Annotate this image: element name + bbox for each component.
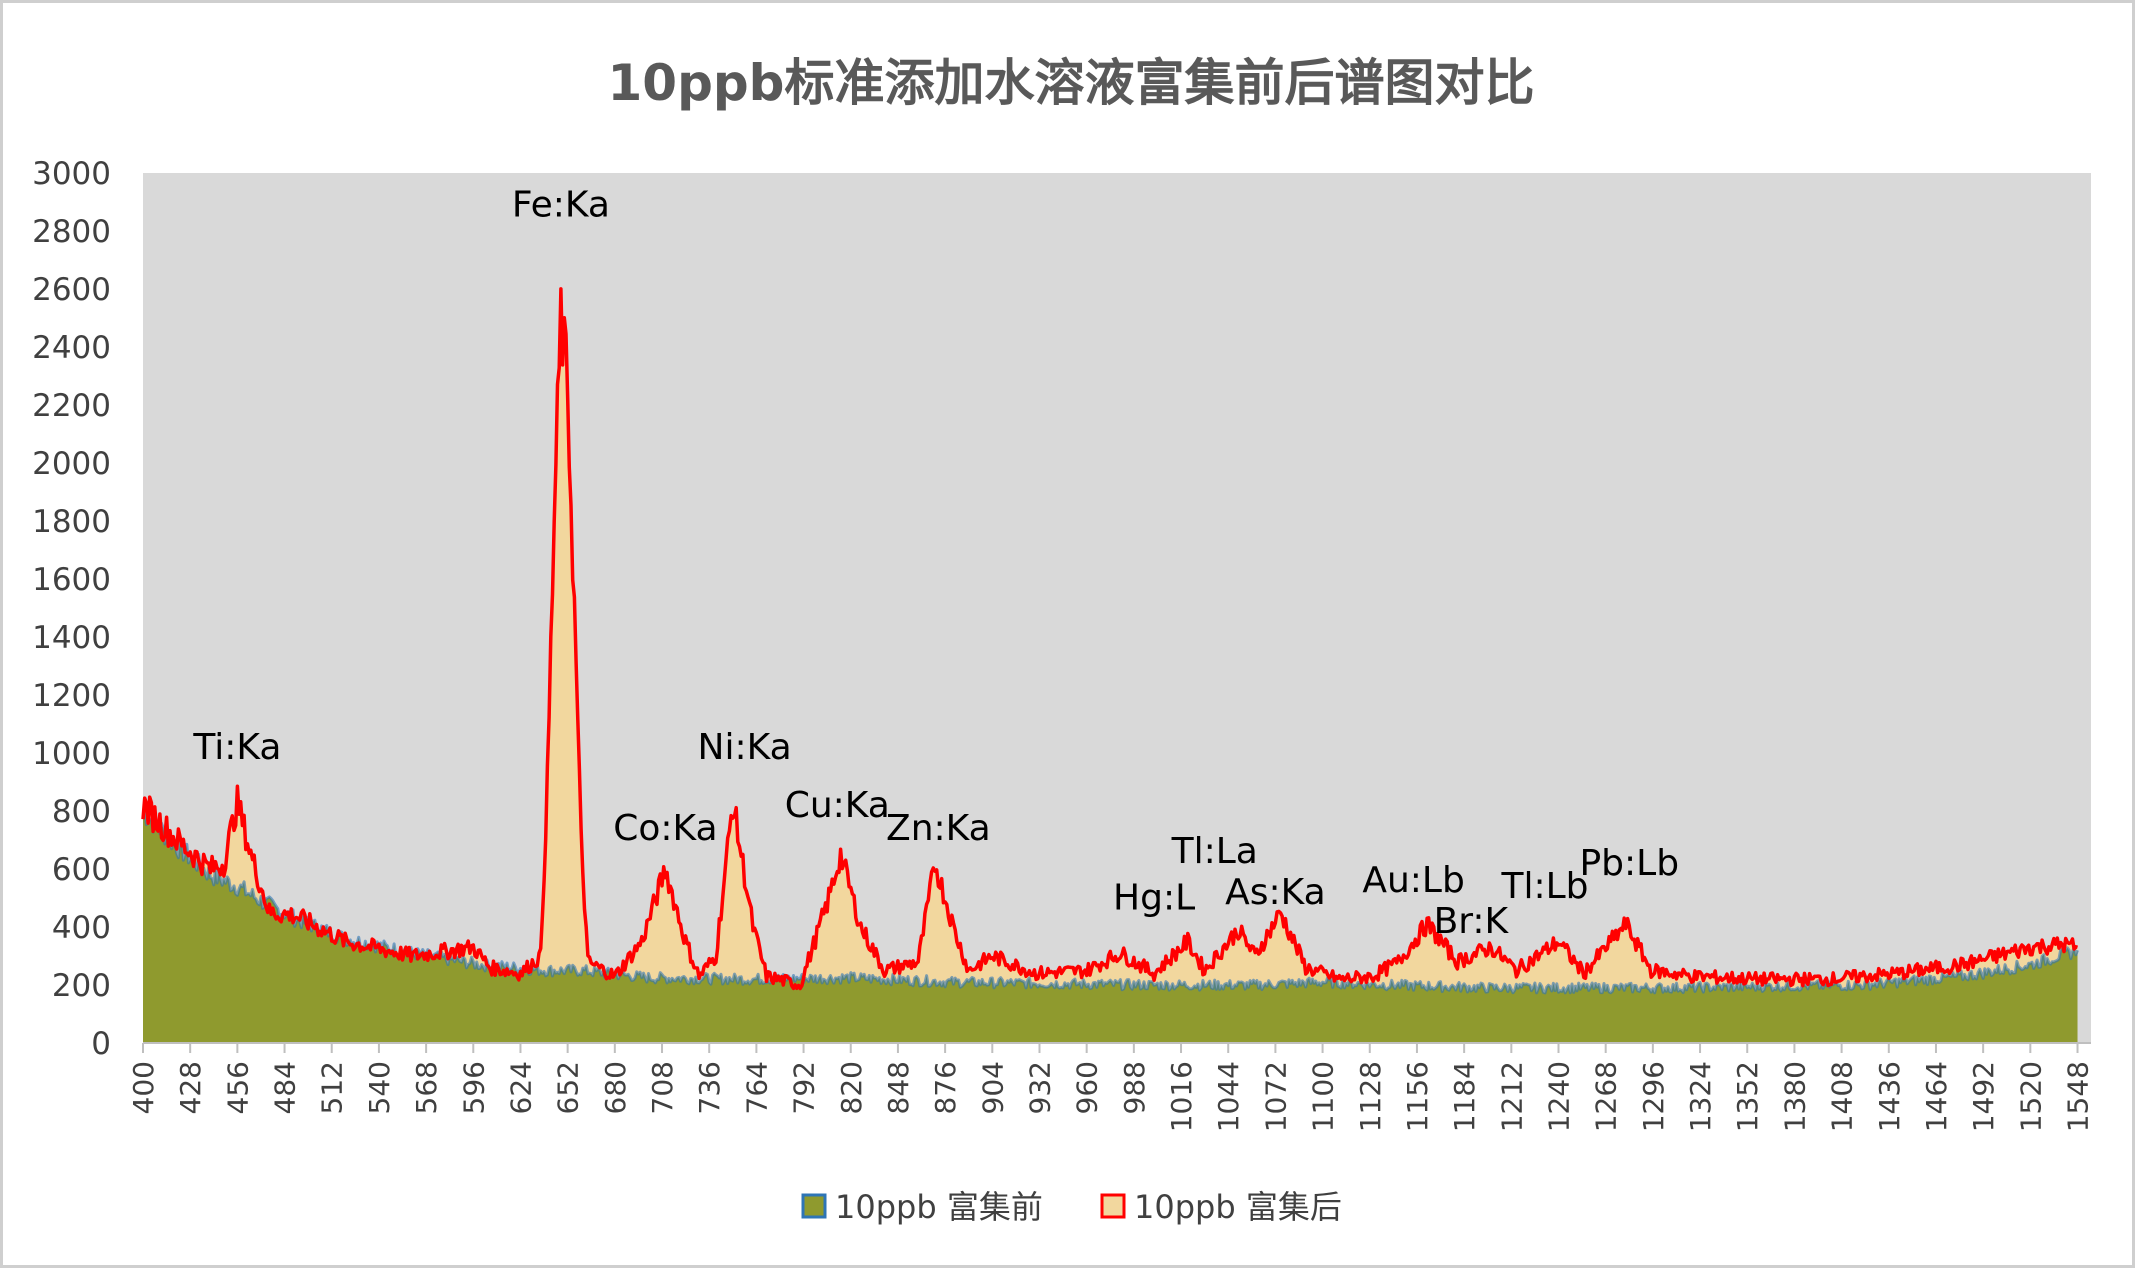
x-tick-label: 1212 [1495, 1061, 1528, 1132]
x-tick-label: 764 [740, 1061, 773, 1114]
peak-label: Cu:Ka [785, 785, 890, 826]
peak-label: Zn:Ka [886, 808, 991, 849]
series-line-1 [141, 287, 2078, 991]
x-tick-label: 1548 [2062, 1061, 2095, 1132]
peak-label: Ni:Ka [698, 727, 792, 768]
x-tick-label: 1156 [1401, 1061, 1434, 1132]
peak-label: Co:Ka [613, 808, 717, 849]
x-tick-label: 820 [835, 1061, 868, 1114]
x-tick-label: 428 [174, 1061, 207, 1114]
peak-label: Hg:L [1113, 878, 1195, 919]
x-tick-label: 876 [929, 1061, 962, 1114]
peak-label: Tl:La [1171, 831, 1258, 872]
x-tick-label: 1100 [1307, 1061, 1340, 1132]
x-tick-label: 596 [457, 1061, 490, 1114]
series-layer [141, 287, 2079, 1043]
x-tick-label: 484 [269, 1061, 302, 1114]
y-tick-label: 0 [91, 1026, 111, 1062]
peak-label: Br:K [1434, 901, 1510, 942]
x-tick-label: 652 [552, 1061, 585, 1114]
legend-label-before: 10ppb 富集前 [835, 1188, 1043, 1226]
y-tick-label: 2600 [32, 272, 111, 308]
chart-canvas: 10ppb标准添加水溶液富集前后谱图对比 0 200 400 600 800 1000 12… [32, 54, 2094, 1226]
y-tick-label: 1000 [32, 736, 111, 772]
x-tick-label: 456 [221, 1061, 254, 1114]
peak-label: As:Ka [1225, 872, 1326, 913]
peak-label: Tl:Lb [1501, 866, 1589, 907]
legend-swatch-after [1100, 1193, 1126, 1219]
y-tick-label: 1600 [32, 562, 111, 598]
x-tick-label: 848 [882, 1061, 915, 1114]
y-tick-label: 1400 [32, 620, 111, 656]
peak-label: Fe:Ka [512, 185, 610, 226]
x-tick-label: 624 [504, 1061, 537, 1114]
y-tick-label: 400 [52, 910, 111, 946]
series-area-0 [143, 811, 2078, 1043]
x-tick-label: 904 [976, 1061, 1009, 1114]
x-tick-label: 708 [646, 1061, 679, 1114]
y-tick-label: 1200 [32, 678, 111, 714]
x-tick-label: 1044 [1212, 1061, 1245, 1132]
x-tick-label: 988 [1118, 1061, 1151, 1114]
axes-layer: 0 200 400 600 800 1000 1200 1400 1600 1800 2000 220… [32, 156, 2094, 1132]
y-tick-label: 2200 [32, 388, 111, 424]
x-tick-label: 1324 [1684, 1061, 1717, 1132]
x-tick-label: 400 [127, 1061, 160, 1114]
x-tick-label: 1240 [1543, 1061, 1576, 1132]
x-tick-label: 1072 [1259, 1061, 1292, 1132]
y-tick-label: 3000 [32, 156, 111, 192]
x-tick-label: 1436 [1873, 1061, 1906, 1132]
x-tick-label: 1296 [1637, 1061, 1670, 1132]
plot-area [143, 173, 2091, 1043]
x-tick-label: 568 [410, 1061, 443, 1114]
chart-title: 10ppb标准添加水溶液富集前后谱图对比 [608, 54, 1535, 112]
x-tick-label: 1492 [1967, 1061, 2000, 1132]
legend-label-after: 10ppb 富集后 [1134, 1188, 1342, 1226]
x-tick-label: 1408 [1826, 1061, 1859, 1132]
peak-label: Au:Lb [1362, 860, 1464, 901]
x-tick-label: 960 [1071, 1061, 1104, 1114]
y-tick-label: 200 [52, 968, 111, 1004]
x-tick-label: 1016 [1165, 1061, 1198, 1132]
x-tick-label: 932 [1023, 1061, 1056, 1114]
y-tick-label: 800 [52, 794, 111, 830]
x-tick-label: 1380 [1778, 1061, 1811, 1132]
y-tick-label: 2400 [32, 330, 111, 366]
peak-label: Pb:Lb [1579, 843, 1679, 884]
y-tick-label: 1800 [32, 504, 111, 540]
x-tick-label: 680 [599, 1061, 632, 1114]
x-tick-label: 1352 [1731, 1061, 1764, 1132]
x-tick-label: 512 [316, 1061, 349, 1114]
y-tick-label: 2800 [32, 214, 111, 250]
x-tick-label: 540 [363, 1061, 396, 1114]
series-line-0 [142, 809, 2079, 995]
annotation-layer: Ti:KaFe:KaCo:KaNi:KaCu:KaZn:KaHg:LTl:LaA… [192, 185, 1679, 942]
legend: 10ppb 富集前 10ppb 富集后 [801, 1188, 1342, 1226]
x-tick-label: 792 [788, 1061, 821, 1114]
x-tick-label: 736 [693, 1061, 726, 1114]
y-tick-label: 600 [52, 852, 111, 888]
legend-swatch-before [801, 1193, 827, 1219]
y-tick-label: 2000 [32, 446, 111, 482]
x-tick-label: 1520 [2014, 1061, 2047, 1132]
x-tick-label: 1128 [1354, 1061, 1387, 1132]
peak-label: Ti:Ka [192, 727, 281, 768]
x-tick-label: 1464 [1920, 1061, 1953, 1132]
x-tick-label: 1268 [1590, 1061, 1623, 1132]
x-tick-label: 1184 [1448, 1061, 1481, 1132]
